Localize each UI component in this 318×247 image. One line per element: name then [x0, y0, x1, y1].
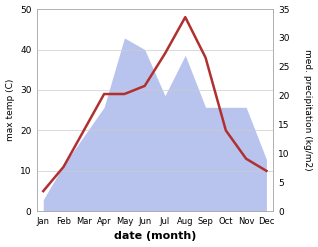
Y-axis label: max temp (C): max temp (C)	[5, 79, 15, 141]
Y-axis label: med. precipitation (kg/m2): med. precipitation (kg/m2)	[303, 49, 313, 171]
X-axis label: date (month): date (month)	[114, 231, 196, 242]
